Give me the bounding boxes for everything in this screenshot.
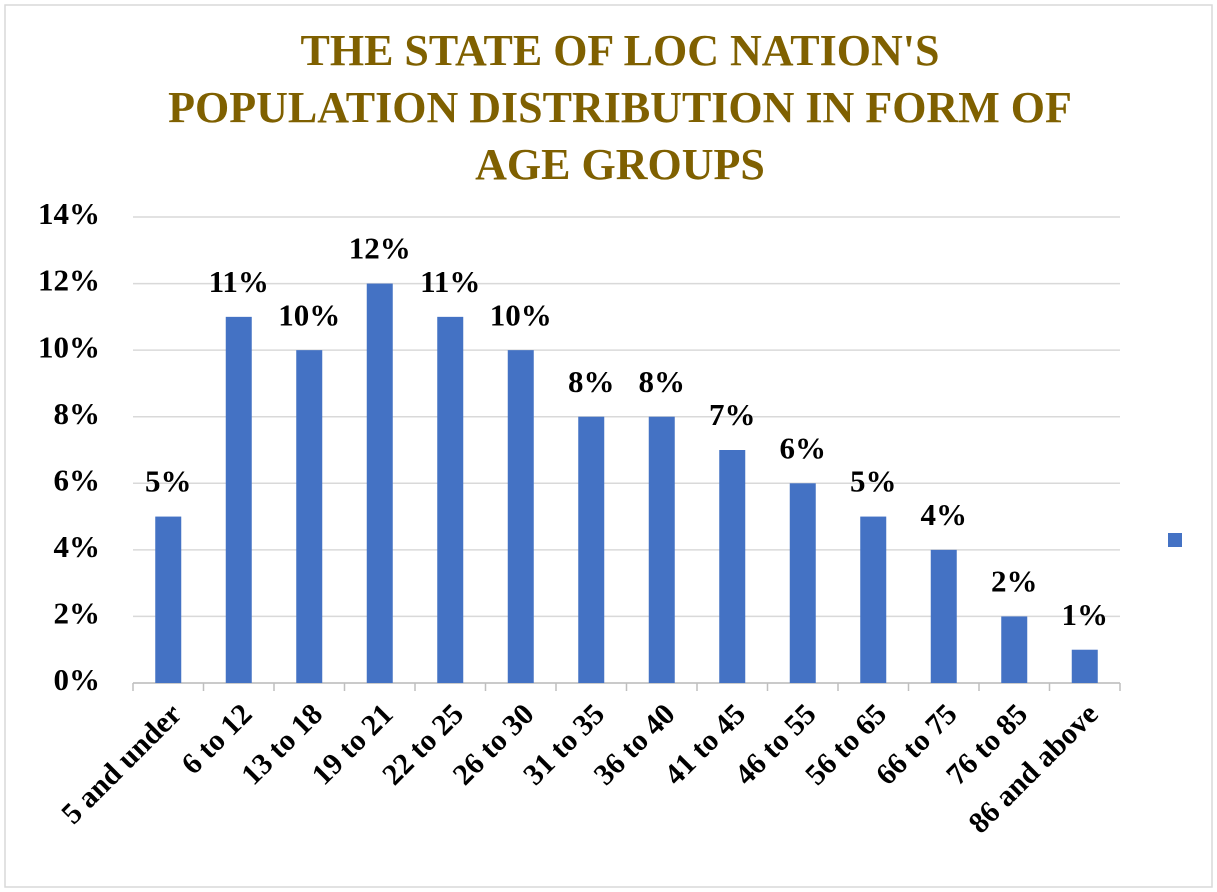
bar <box>296 350 323 683</box>
chart-title: THE STATE OF LOC NATION'S <box>301 26 940 75</box>
bar <box>719 450 746 683</box>
bar <box>860 516 887 683</box>
bar <box>155 516 182 683</box>
data-label: 11% <box>209 264 269 299</box>
y-tick-label: 2% <box>54 596 101 631</box>
data-label: 10% <box>278 297 340 332</box>
data-label: 7% <box>709 397 756 432</box>
bar <box>366 283 393 683</box>
y-tick-label: 12% <box>38 263 100 298</box>
chart-title: AGE GROUPS <box>475 140 765 189</box>
bar <box>507 350 534 683</box>
y-tick-label: 14% <box>38 196 100 231</box>
y-tick-label: 0% <box>54 662 101 697</box>
bar <box>437 316 464 683</box>
bar <box>225 316 252 683</box>
data-label: 5% <box>850 464 897 499</box>
bar <box>648 416 675 683</box>
data-label: 5% <box>145 464 192 499</box>
chart-frame <box>4 4 1213 888</box>
data-label: 10% <box>490 297 552 332</box>
bar <box>578 416 605 683</box>
y-tick-label: 8% <box>54 396 101 431</box>
bar <box>1001 616 1028 683</box>
data-label: 8% <box>639 364 686 399</box>
data-label: 12% <box>349 231 411 266</box>
data-label: 1% <box>1062 597 1109 632</box>
y-tick-label: 4% <box>54 529 101 564</box>
chart-title: POPULATION DISTRIBUTION IN FORM OF <box>168 83 1072 132</box>
legend-marker <box>1168 533 1182 547</box>
y-tick-label: 10% <box>38 329 100 364</box>
data-label: 6% <box>780 430 827 465</box>
bar <box>930 549 957 683</box>
data-label: 2% <box>991 564 1038 599</box>
bar <box>789 483 816 683</box>
bar <box>1071 649 1098 683</box>
data-label: 4% <box>921 497 968 532</box>
data-label: 8% <box>568 364 615 399</box>
data-label: 11% <box>420 264 480 299</box>
y-tick-label: 6% <box>54 462 101 497</box>
